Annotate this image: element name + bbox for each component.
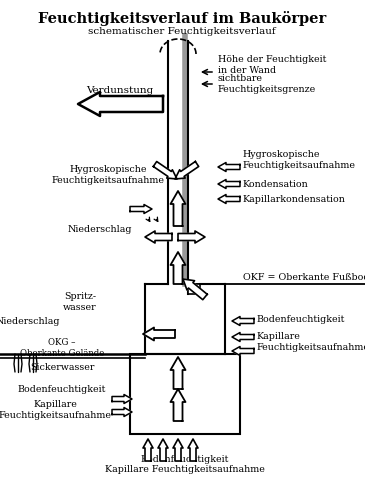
Polygon shape	[232, 333, 254, 342]
Text: Hygroskopische
Feuchtigkeitsaufnahme: Hygroskopische Feuchtigkeitsaufnahme	[243, 150, 356, 169]
Polygon shape	[130, 205, 152, 214]
Text: schematischer Feuchtigkeitsverlauf: schematischer Feuchtigkeitsverlauf	[88, 28, 276, 36]
Polygon shape	[112, 394, 132, 404]
Text: Höhe der Feuchtigkeit
in der Wand: Höhe der Feuchtigkeit in der Wand	[218, 55, 326, 75]
Text: Bodenfeuchtigkeit: Bodenfeuchtigkeit	[257, 315, 345, 324]
Text: Bodenfeuchtigkeit: Bodenfeuchtigkeit	[18, 385, 106, 393]
Polygon shape	[218, 195, 240, 204]
Text: Bodenfeuchtigkeit
Kapillare Feuchtigkeitsaufnahme: Bodenfeuchtigkeit Kapillare Feuchtigkeit…	[105, 454, 265, 473]
Polygon shape	[153, 162, 177, 180]
Text: Niederschlag: Niederschlag	[0, 317, 60, 326]
Polygon shape	[78, 93, 163, 117]
Polygon shape	[170, 192, 185, 227]
Polygon shape	[173, 439, 183, 461]
Polygon shape	[188, 439, 198, 461]
Text: OKF = Oberkante Fußboden: OKF = Oberkante Fußboden	[243, 273, 365, 282]
Text: sichtbare
Feuchtigkeitsgrenze: sichtbare Feuchtigkeitsgrenze	[218, 74, 316, 93]
Polygon shape	[218, 180, 240, 189]
Text: Feuchtigkeitsverlauf im Baukörper: Feuchtigkeitsverlauf im Baukörper	[38, 11, 326, 26]
Polygon shape	[112, 408, 132, 417]
Text: Hygroskopische
Feuchtigkeitsaufnahme: Hygroskopische Feuchtigkeitsaufnahme	[51, 165, 165, 184]
Polygon shape	[218, 163, 240, 172]
Text: Kapillarkondensation: Kapillarkondensation	[243, 195, 346, 204]
Polygon shape	[170, 253, 185, 285]
Bar	[188, 285, 200, 294]
Text: Kapillare
Feuchtigkeitsaufnahme: Kapillare Feuchtigkeitsaufnahme	[0, 399, 111, 419]
Polygon shape	[143, 328, 175, 341]
Text: OKG –
Oberkante Gelände: OKG – Oberkante Gelände	[20, 338, 104, 357]
Text: Niederschlag: Niederschlag	[68, 225, 132, 234]
Polygon shape	[178, 231, 205, 243]
Polygon shape	[143, 439, 153, 461]
Polygon shape	[145, 231, 172, 243]
Polygon shape	[158, 439, 168, 461]
Polygon shape	[232, 347, 254, 356]
Text: Kapillare
Feuchtigkeitsaufnahme: Kapillare Feuchtigkeitsaufnahme	[257, 332, 365, 351]
Text: Kondensation: Kondensation	[243, 180, 309, 189]
Text: Sickerwasser: Sickerwasser	[30, 363, 94, 372]
Text: Spritz-
wasser: Spritz- wasser	[63, 292, 97, 311]
Polygon shape	[170, 357, 185, 389]
Polygon shape	[170, 389, 185, 421]
Text: Verdunstung: Verdunstung	[87, 86, 154, 95]
Bar	[130, 354, 240, 434]
Polygon shape	[232, 317, 254, 326]
Polygon shape	[183, 279, 207, 300]
Polygon shape	[175, 162, 199, 180]
